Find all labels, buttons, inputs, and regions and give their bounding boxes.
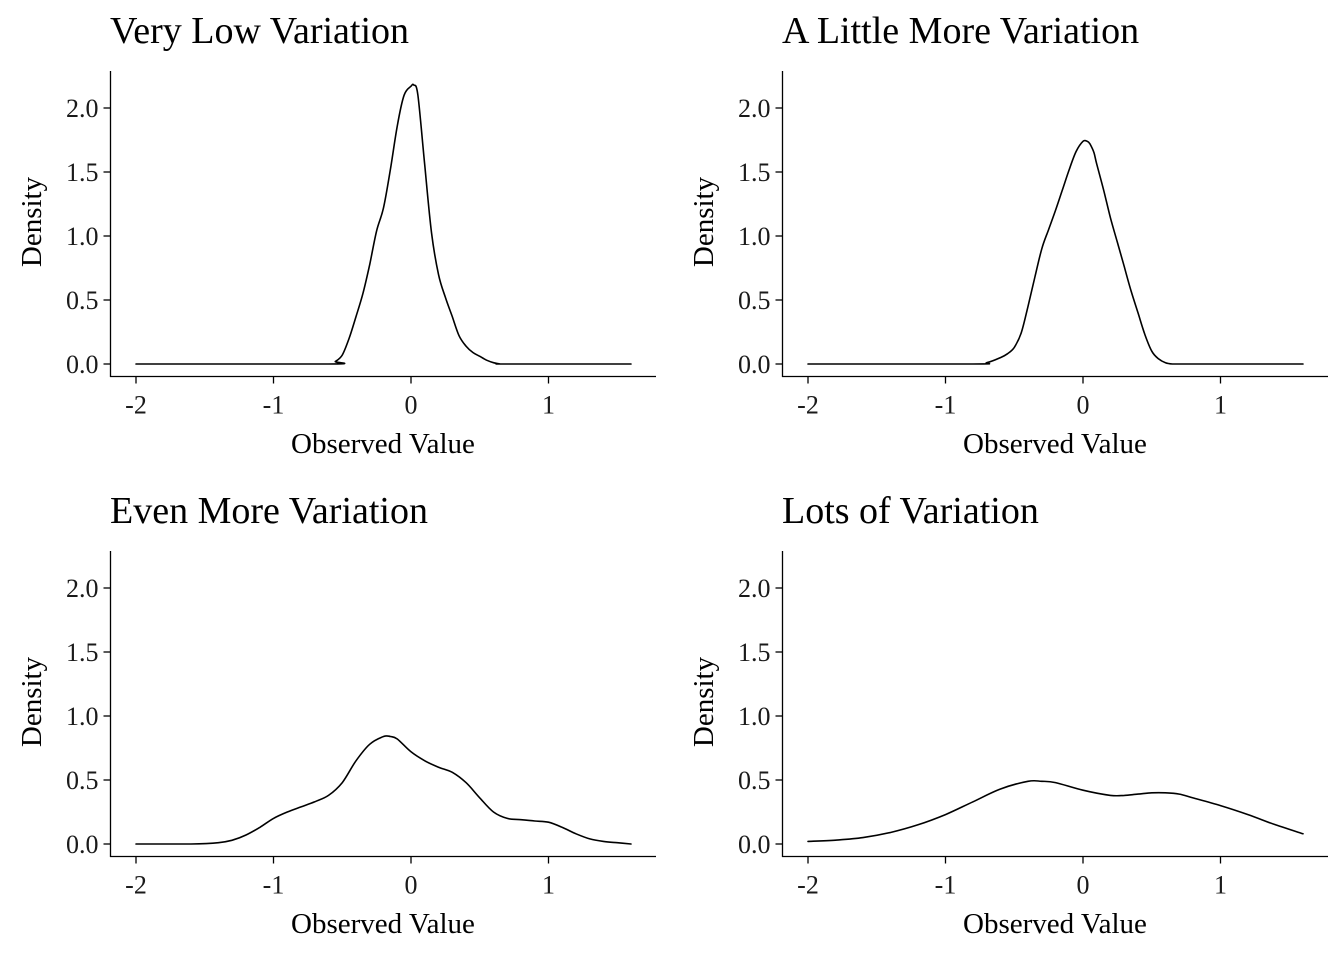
y-tick-label: 2.0 xyxy=(738,94,771,123)
x-axis-label: Observed Value xyxy=(963,428,1147,460)
x-tick-label: -2 xyxy=(125,391,147,420)
panel-a-little-more-variation: A Little More Variation Density Observed… xyxy=(688,10,1328,460)
panel-title: A Little More Variation xyxy=(782,10,1139,52)
y-tick-label: 0.0 xyxy=(66,830,99,859)
y-tick-label: 1.5 xyxy=(738,158,771,187)
x-tick-label: -1 xyxy=(263,391,285,420)
y-tick-label: 1.5 xyxy=(738,638,771,667)
y-tick-label: 0.5 xyxy=(66,766,99,795)
x-tick-label: 0 xyxy=(405,871,418,900)
x-tick-label: -1 xyxy=(935,391,957,420)
panel-lots-of-variation: Lots of Variation Density Observed Value… xyxy=(688,490,1328,940)
x-axis-label: Observed Value xyxy=(291,908,475,940)
axis-ticks: -2 -1 0 1 0.0 0.5 1.0 1.5 2.0 xyxy=(738,94,1227,420)
y-tick-label: 0.5 xyxy=(738,766,771,795)
x-tick-label: 0 xyxy=(405,391,418,420)
y-tick-label: 0.0 xyxy=(66,350,99,379)
panel-even-more-variation: Even More Variation Density Observed Val… xyxy=(16,490,656,940)
x-tick-label: 0 xyxy=(1077,871,1090,900)
x-tick-label: 1 xyxy=(542,871,555,900)
x-tick-label: 1 xyxy=(1214,391,1227,420)
y-tick-label: 1.0 xyxy=(66,222,99,251)
y-tick-label: 2.0 xyxy=(66,574,99,603)
x-tick-label: -2 xyxy=(797,391,819,420)
axis-ticks: -2 -1 0 1 0.0 0.5 1.0 1.5 2.0 xyxy=(66,574,555,900)
y-tick-label: 0.0 xyxy=(738,350,771,379)
x-tick-label: -2 xyxy=(125,871,147,900)
axis-ticks: -2 -1 0 1 0.0 0.5 1.0 1.5 2.0 xyxy=(66,94,555,420)
y-tick-label: 2.0 xyxy=(738,574,771,603)
x-tick-label: -1 xyxy=(935,871,957,900)
y-tick-label: 1.0 xyxy=(738,702,771,731)
density-curve xyxy=(808,781,1303,842)
density-curve xyxy=(808,140,1303,364)
y-axis-label: Density xyxy=(16,656,48,747)
y-tick-label: 0.5 xyxy=(66,286,99,315)
y-tick-label: 0.0 xyxy=(738,830,771,859)
y-tick-label: 1.5 xyxy=(66,638,99,667)
y-tick-label: 2.0 xyxy=(66,94,99,123)
y-tick-label: 1.0 xyxy=(738,222,771,251)
x-axis-label: Observed Value xyxy=(291,428,475,460)
x-tick-label: 1 xyxy=(1214,871,1227,900)
y-axis-label: Density xyxy=(16,176,48,267)
y-axis-label: Density xyxy=(688,656,720,747)
panel-title: Even More Variation xyxy=(110,490,428,532)
panel-title: Very Low Variation xyxy=(110,10,409,52)
y-tick-label: 1.5 xyxy=(66,158,99,187)
x-tick-label: -2 xyxy=(797,871,819,900)
axis-ticks: -2 -1 0 1 0.0 0.5 1.0 1.5 2.0 xyxy=(738,574,1227,900)
y-tick-label: 1.0 xyxy=(66,702,99,731)
density-curve xyxy=(136,84,631,364)
x-axis-label: Observed Value xyxy=(963,908,1147,940)
x-tick-label: -1 xyxy=(263,871,285,900)
y-tick-label: 0.5 xyxy=(738,286,771,315)
x-tick-label: 1 xyxy=(542,391,555,420)
panel-very-low-variation: Very Low Variation Density Observed Valu… xyxy=(16,10,656,460)
x-tick-label: 0 xyxy=(1077,391,1090,420)
panel-title: Lots of Variation xyxy=(782,490,1039,532)
y-axis-label: Density xyxy=(688,176,720,267)
density-curve xyxy=(136,736,631,844)
